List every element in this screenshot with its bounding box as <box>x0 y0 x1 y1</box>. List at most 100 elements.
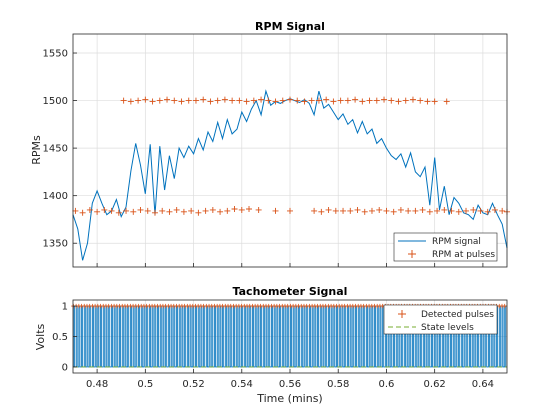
rpm-pulse-point <box>337 97 344 104</box>
tach-xtick-label: 0.56 <box>279 379 301 390</box>
rpm-pulse-point <box>195 209 202 216</box>
tach-xtick-label: 0.62 <box>424 379 446 390</box>
rpm-pulse-point <box>397 206 404 213</box>
rpm-pulse-point <box>173 206 180 213</box>
rpm-pulse-point <box>318 208 325 215</box>
rpm-pulse-point <box>376 206 383 213</box>
rpm-pulse-point <box>419 206 426 213</box>
rpm-pulse-point <box>101 206 108 213</box>
rpm-pulse-point <box>250 97 257 104</box>
rpm-pulse-point <box>294 97 301 104</box>
tach-xtick-label: 0.58 <box>327 379 349 390</box>
rpm-pulse-point <box>366 97 373 104</box>
tach-xtick-label: 0.5 <box>137 379 153 390</box>
rpm-pulse-point <box>255 206 262 213</box>
tach-title: Tachometer Signal <box>233 285 348 298</box>
rpm-pulse-point <box>156 97 163 104</box>
rpm-pulse-point <box>164 96 171 103</box>
rpm-pulse-point <box>368 207 375 214</box>
rpm-legend-pulses-label: RPM at pulses <box>432 250 495 260</box>
rpm-pulse-point <box>171 97 178 104</box>
rpm-pulse-point <box>217 208 224 215</box>
rpm-legend: RPM signal RPM at pulses <box>393 232 498 262</box>
rpm-pulse-point <box>434 207 441 214</box>
rpm-pulse-point <box>409 96 416 103</box>
rpm-pulse-point <box>311 207 318 214</box>
rpm-pulse-point <box>188 207 195 214</box>
tach-pulse-marker <box>502 303 507 309</box>
tach-ytick-label: 0.5 <box>52 332 68 343</box>
rpm-pulse-point <box>405 207 412 214</box>
rpm-legend-plus-swatch <box>408 250 416 258</box>
rpm-pulse-point <box>315 97 322 104</box>
rpm-pulse-point <box>79 209 86 216</box>
tach-legend-pulses-label: Detected pulses <box>421 310 494 320</box>
rpm-pulse-point <box>265 97 272 104</box>
rpm-pulse-point <box>424 98 431 105</box>
rpm-pulse-point <box>373 97 380 104</box>
rpm-pulse-point <box>347 207 354 214</box>
rpm-pulse-point <box>354 206 361 213</box>
rpm-pulse-point <box>72 207 79 214</box>
rpm-pulse-point <box>94 208 101 215</box>
rpm-pulse-point <box>178 98 185 105</box>
rpm-pulse-point <box>127 98 134 105</box>
rpm-pulse-point <box>120 97 127 104</box>
rpm-pulse-point <box>279 97 286 104</box>
rpm-pulse-point <box>209 206 216 213</box>
rpm-pulse-point <box>470 206 477 213</box>
rpm-pulse-point <box>477 207 484 214</box>
rpm-pulse-point <box>149 98 156 105</box>
tach-xtick-label: 0.48 <box>86 379 108 390</box>
rpm-pulse-point <box>123 207 130 214</box>
rpm-pulse-point <box>115 209 122 216</box>
rpm-ytick-label: 1500 <box>43 96 68 107</box>
rpm-ylabel: RPMs <box>30 135 43 165</box>
rpm-pulse-point <box>185 97 192 104</box>
rpm-pulse-point <box>417 97 424 104</box>
rpm-axes: 1350 1400 1450 1500 1550 RPM Signal RPMs RPM… <box>30 20 510 268</box>
rpm-pulse-point <box>402 97 409 104</box>
tach-xtick-label: 0.52 <box>182 379 204 390</box>
rpm-pulse-point <box>340 207 347 214</box>
rpm-pulse-point <box>381 96 388 103</box>
rpm-ytick-label: 1400 <box>43 191 68 202</box>
rpm-pulse-point <box>231 205 238 212</box>
rpm-pulse-point <box>395 98 402 105</box>
tach-xlabel: Time (mins) <box>256 392 322 405</box>
rpm-pulse-point <box>229 97 236 104</box>
rpm-pulse-point <box>236 97 243 104</box>
rpm-pulse-point <box>388 97 395 104</box>
rpm-pulse-point <box>412 207 419 214</box>
rpm-pulse-point <box>352 96 359 103</box>
rpm-pulse-point <box>272 98 279 105</box>
rpm-pulse-point <box>130 208 137 215</box>
rpm-pulse-point <box>383 207 390 214</box>
rpm-pulse-point <box>455 208 462 215</box>
rpm-pulse-point <box>330 98 337 105</box>
rpm-pulse-point <box>200 96 207 103</box>
tach-ylabel: Volts <box>34 323 47 350</box>
rpm-pulse-point <box>308 97 315 104</box>
rpm-pulse-point <box>214 97 221 104</box>
rpm-pulse-point <box>301 98 308 105</box>
rpm-pulse-point <box>86 206 93 213</box>
rpm-pulse-point <box>431 98 438 105</box>
rpm-pulse-point <box>390 208 397 215</box>
rpm-pulse-point <box>323 96 330 103</box>
rpm-pulse-point <box>287 96 293 103</box>
rpm-ytick-label: 1350 <box>43 239 68 250</box>
rpm-pulse-point <box>287 207 293 214</box>
tach-legend-plus-swatch <box>398 310 406 318</box>
tach-legend: Detected pulses State levels <box>383 304 498 335</box>
rpm-pulse-point <box>344 97 351 104</box>
rpm-pulse-point <box>135 97 142 104</box>
rpm-legend-box <box>393 232 498 262</box>
rpm-pulse-point <box>484 208 491 215</box>
rpm-pulse-point <box>332 207 339 214</box>
rpm-pulse-point <box>207 98 214 105</box>
rpm-pulse-point <box>325 206 332 213</box>
rpm-pulse-point <box>246 205 253 212</box>
rpm-pulse-point <box>108 207 115 214</box>
